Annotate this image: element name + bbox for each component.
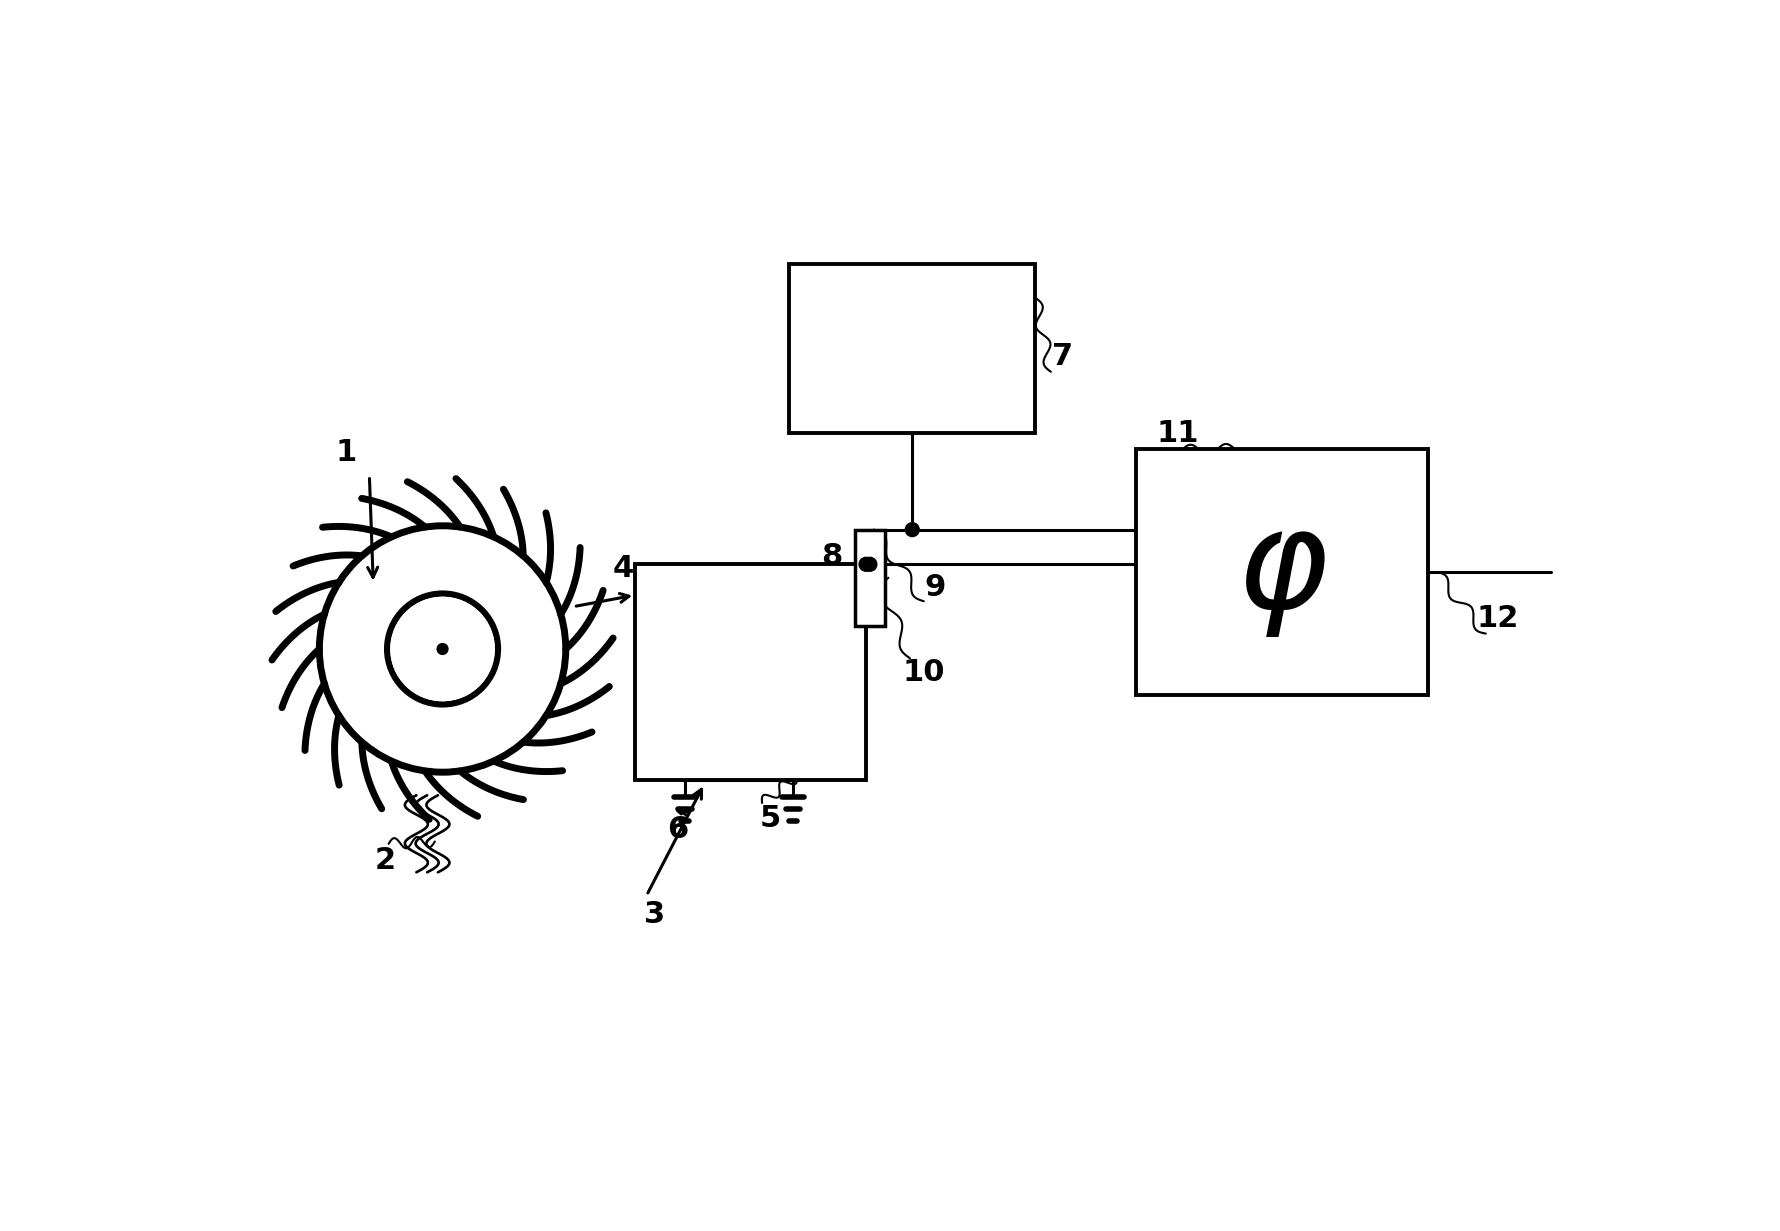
Text: 2: 2 [374,846,395,875]
Text: 8: 8 [821,542,842,571]
Text: $\varphi$: $\varphi$ [1235,505,1328,639]
Bar [635,564,867,780]
Bar [854,529,885,625]
Text: 5: 5 [760,804,780,833]
Text: 11: 11 [1157,419,1200,448]
Circle shape [906,523,918,537]
Text: 12: 12 [1476,603,1518,633]
Text: 7: 7 [1052,342,1073,371]
Text: 4: 4 [612,554,634,582]
Bar [789,263,1036,433]
Text: 6: 6 [668,815,689,844]
Text: 3: 3 [644,900,666,929]
Bar [1136,449,1428,696]
Circle shape [860,558,872,571]
Text: 9: 9 [924,572,945,602]
Circle shape [863,558,878,571]
Circle shape [438,644,449,655]
Text: 10: 10 [902,657,945,687]
Text: 1: 1 [336,438,358,467]
Circle shape [392,597,495,700]
